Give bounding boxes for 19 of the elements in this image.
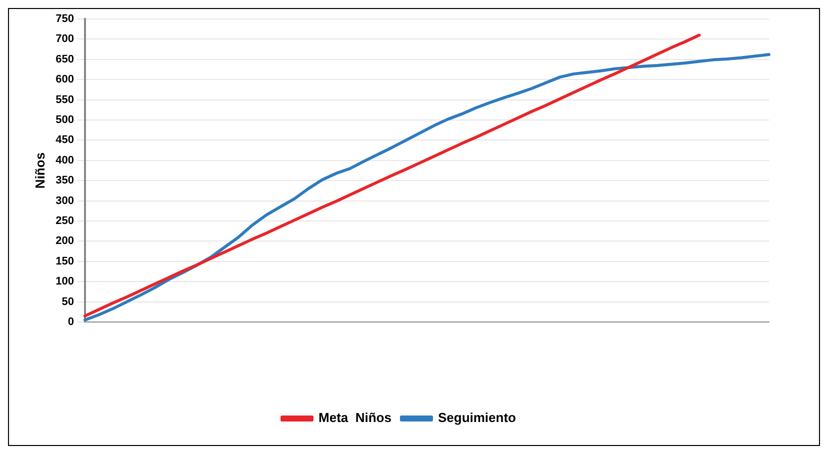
y-tick-label: 750 <box>56 13 74 26</box>
y-tick-label: 0 <box>68 316 74 328</box>
y-tick-label: 550 <box>56 94 74 106</box>
y-axis-title: Niños <box>32 152 48 189</box>
y-tick-label: 600 <box>56 74 74 86</box>
y-tick-label: 250 <box>56 215 74 228</box>
y-tick-label: 50 <box>62 296 74 308</box>
y-tick-label: 650 <box>56 53 74 66</box>
legend-label: Meta Niños <box>318 410 392 426</box>
y-tick-label: 450 <box>56 134 74 146</box>
y-tick-label: 400 <box>56 154 74 166</box>
y-tick-label: 150 <box>56 255 74 268</box>
y-tick-label: 700 <box>56 33 74 46</box>
y-tick-label: 100 <box>56 276 74 288</box>
y-tick-label: 300 <box>56 194 74 207</box>
y-tick-label: 200 <box>56 235 74 248</box>
y-tick-label: 350 <box>56 174 74 187</box>
y-tick-label: 500 <box>56 114 74 126</box>
legend-label: Seguimiento <box>438 410 516 426</box>
